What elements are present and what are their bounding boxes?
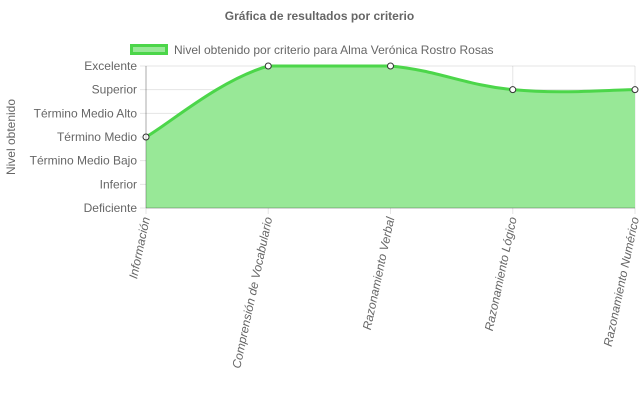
x-tick-label: Razonamiento Numérico	[601, 215, 639, 347]
x-tick-label: Razonamiento Lógico	[482, 215, 520, 332]
x-tick-label: Comprensión de Vocabulario	[229, 215, 275, 369]
series-area-fill	[146, 66, 635, 208]
legend-swatch	[130, 44, 168, 55]
y-axis-title: Nivel obtenido	[4, 99, 18, 175]
chart-title: Gráfica de resultados por criterio	[224, 9, 415, 23]
y-tick-label: Superior	[92, 83, 137, 97]
legend[interactable]: Nivel obtenido por criterio para Alma Ve…	[130, 41, 494, 58]
data-point	[142, 133, 150, 141]
y-tick-label: Término Medio Bajo	[30, 154, 138, 168]
series-layer	[142, 62, 639, 208]
y-tick-label: Inferior	[100, 177, 137, 191]
y-tick-label: Excelente	[84, 59, 137, 73]
x-tick-label: Información	[126, 215, 153, 280]
y-tick-label: Deficiente	[84, 201, 138, 215]
data-point	[264, 62, 272, 70]
y-tick-label: Término Medio	[57, 130, 137, 144]
x-tick-label: Razonamiento Verbal	[360, 215, 398, 331]
data-point	[631, 86, 639, 94]
legend-label: Nivel obtenido por criterio para Alma Ve…	[174, 42, 494, 57]
data-point	[509, 86, 517, 94]
y-tick-label: Término Medio Alto	[34, 106, 138, 120]
data-point	[387, 62, 394, 70]
